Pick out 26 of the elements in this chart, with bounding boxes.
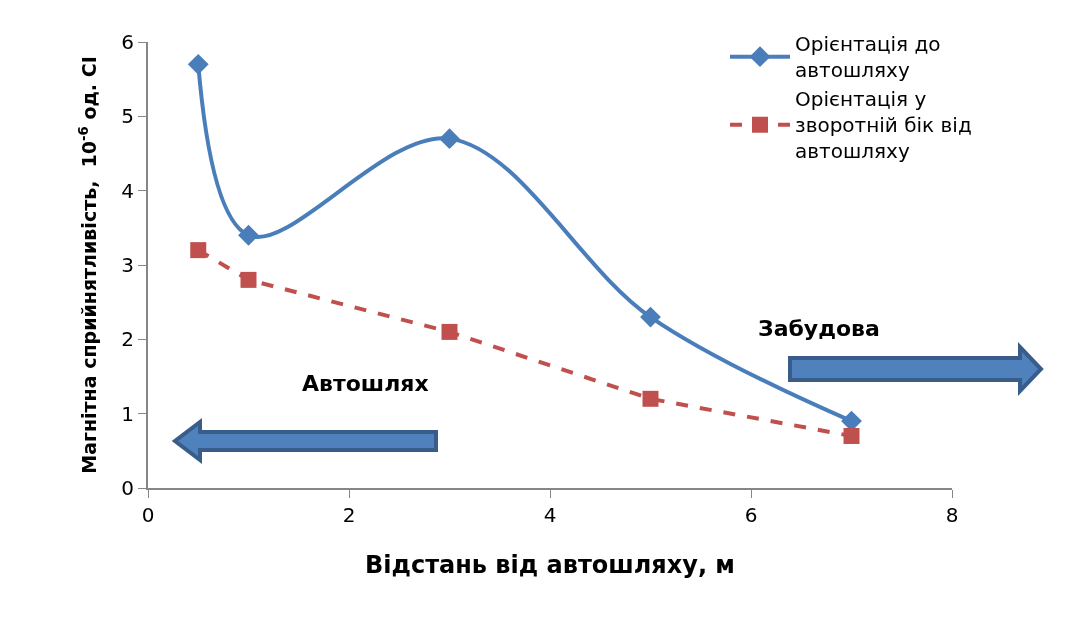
x-tick-label: 6 bbox=[744, 503, 758, 527]
legend-label: Орієнтація у зворотній бік від автошляху bbox=[795, 87, 972, 164]
point bbox=[439, 128, 460, 150]
point bbox=[240, 271, 257, 288]
x-axis-title: Відстань від автошляху, м bbox=[365, 550, 735, 579]
point bbox=[190, 242, 207, 259]
y-tick-label: 5 bbox=[121, 104, 134, 129]
y-tick-label: 4 bbox=[121, 178, 134, 203]
x-tick-label: 8 bbox=[945, 503, 959, 527]
point bbox=[238, 224, 259, 246]
x-tick-label: 0 bbox=[141, 503, 155, 527]
x-tick-label: 4 bbox=[543, 503, 557, 527]
point bbox=[843, 427, 860, 444]
point bbox=[441, 323, 458, 340]
y-tick-label: 3 bbox=[121, 253, 134, 277]
point bbox=[187, 53, 209, 75]
y-tick-label: 2 bbox=[121, 327, 134, 352]
point bbox=[640, 306, 661, 328]
annotation: Автошлях bbox=[302, 371, 429, 396]
x-tick-label: 2 bbox=[342, 503, 356, 527]
y-tick-label: 0 bbox=[121, 476, 134, 500]
y-tick-label: 6 bbox=[121, 30, 134, 54]
y-tick-label: 1 bbox=[121, 401, 134, 426]
annotation: Забудова bbox=[758, 316, 880, 341]
legend-label: Орієнтація до автошляху bbox=[795, 32, 941, 83]
point bbox=[642, 390, 659, 407]
